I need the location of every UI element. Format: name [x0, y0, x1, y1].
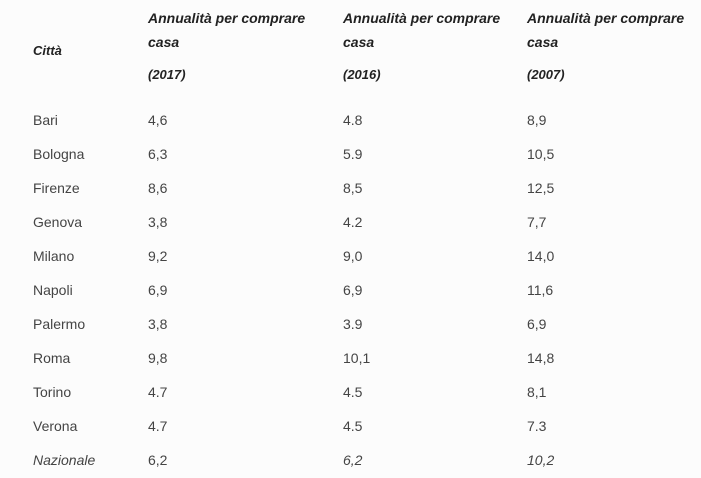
cell-value: 4.7 [148, 384, 168, 400]
city-name: Torino [33, 384, 72, 400]
cell-value: 7,7 [527, 214, 547, 230]
city-name: Bologna [33, 146, 85, 162]
cell-value: 4,6 [148, 112, 168, 128]
cell-value: 6,9 [148, 282, 168, 298]
header-title: Annualità per comprare casa [527, 10, 685, 50]
cell-value: 5.9 [343, 146, 363, 162]
cell-value: 8,9 [527, 112, 547, 128]
city-name: Genova [33, 214, 83, 230]
cell-value: 12,5 [527, 180, 555, 196]
cell-value: 4.5 [343, 418, 363, 434]
city-name: Roma [33, 350, 71, 366]
cell-value: 6,3 [148, 146, 168, 162]
cell-value: 8,5 [343, 180, 363, 196]
cell-value: 8,6 [148, 180, 168, 196]
header-title: Annualità per comprare casa [343, 10, 501, 50]
cell-value: 14,0 [527, 248, 555, 264]
cell-value: 4.8 [343, 112, 363, 128]
cell-value: 4.5 [343, 384, 363, 400]
city-name: Bari [33, 112, 58, 128]
header-year: (2016) [343, 67, 381, 82]
cell-value: 14,8 [527, 350, 555, 366]
cell-value: 9,2 [148, 248, 168, 264]
cell-value: 8,1 [527, 384, 547, 400]
cell-value: 6,9 [343, 282, 363, 298]
cell-value: 6,2 [148, 452, 168, 468]
city-name: Milano [33, 248, 75, 264]
city-name: Napoli [33, 282, 73, 298]
header-year: (2007) [527, 67, 565, 82]
cell-value: 3.9 [343, 316, 363, 332]
cell-value: 4.2 [343, 214, 363, 230]
cell-value: 10,1 [343, 350, 371, 366]
cell-value: 6,9 [527, 316, 547, 332]
cell-value: 4.7 [148, 418, 168, 434]
cell-value: 9,0 [343, 248, 363, 264]
city-name: Nazionale [33, 452, 96, 468]
cell-value: 9,8 [148, 350, 168, 366]
header-city: Città [33, 43, 62, 58]
city-name: Verona [33, 418, 78, 434]
cell-value: 6,2 [343, 452, 363, 468]
cell-value: 10,5 [527, 146, 555, 162]
header-title: Annualità per comprare casa [148, 10, 306, 50]
cell-value: 11,6 [527, 282, 554, 298]
cell-value: 7.3 [527, 418, 547, 434]
cell-value: 3,8 [148, 316, 168, 332]
city-name: Firenze [33, 180, 80, 196]
cell-value: 10,2 [527, 452, 555, 468]
cell-value: 3,8 [148, 214, 168, 230]
header-year: (2017) [148, 67, 186, 82]
city-name: Palermo [33, 316, 86, 332]
